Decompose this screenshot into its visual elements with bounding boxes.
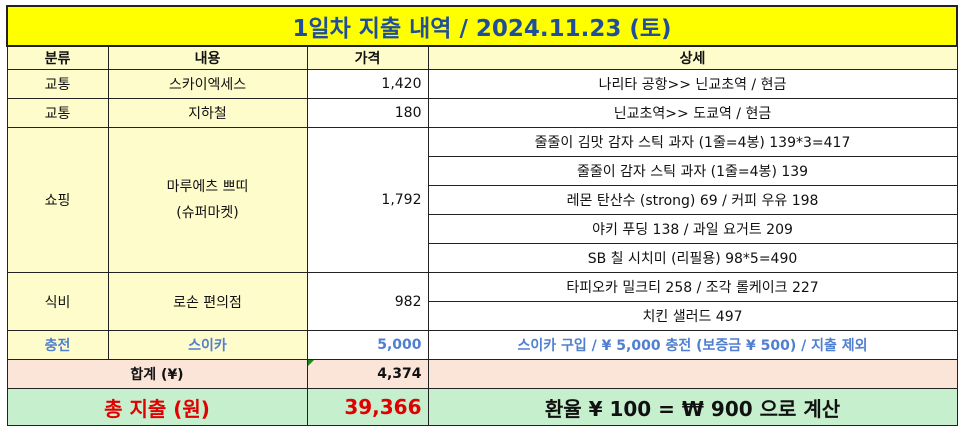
table-row: 식비 로손 편의점 982 타피오카 밀크티 258 / 조각 롤케이크 227 (6, 272, 958, 331)
expense-table: 1일차 지출 내역 / 2024.11.23 (토) 분류 내용 가격 상세 교… (5, 5, 959, 426)
sheet-title[interactable]: 1일차 지출 내역 / 2024.11.23 (토) (5, 5, 959, 47)
sum-value[interactable]: 4,374 (306, 359, 429, 389)
cell-category[interactable]: 교통 (6, 98, 109, 128)
cell-content[interactable]: 로손 편의점 (107, 272, 308, 331)
header-category[interactable]: 분류 (6, 45, 109, 70)
cell-detail[interactable]: 스이카 구입 / ¥ 5,000 충전 (보증금 ¥ 500) / 지출 제외 (427, 330, 958, 360)
header-row: 분류 내용 가격 상세 (6, 45, 958, 70)
table-row: 치킨 샐러드 497 (7, 301, 958, 331)
cell-detail[interactable]: SB 칠 시치미 (리필용) 98*5=490 (427, 243, 958, 273)
exchange-rate-note[interactable]: 환율 ¥ 100 = ₩ 900 으로 계산 (427, 388, 958, 426)
cell-price[interactable]: 982 (306, 272, 429, 331)
table-row: 교통 스카이엑세스 1,420 나리타 공항>> 닌교초역 / 현금 (6, 69, 958, 99)
cell-category[interactable]: 쇼핑 (6, 127, 109, 273)
cell-price[interactable]: 180 (306, 98, 429, 128)
cell-detail[interactable]: 줄줄이 김맛 감자 스틱 과자 (1줄=4봉) 139*3=417 (427, 127, 958, 157)
content-line: (슈퍼마켓) (176, 205, 239, 221)
cell-price[interactable]: 5,000 (306, 330, 429, 360)
cell-detail[interactable]: 야키 푸딩 138 / 과일 요거트 209 (427, 214, 958, 244)
cell-price[interactable]: 1,420 (306, 69, 429, 99)
table-row: 충전 스이카 5,000 스이카 구입 / ¥ 5,000 충전 (보증금 ¥ … (6, 330, 958, 360)
table-row: SB 칠 시치미 (리필용) 98*5=490 (7, 243, 958, 273)
title-row: 1일차 지출 내역 / 2024.11.23 (토) (5, 5, 959, 47)
sum-empty-cell[interactable] (427, 359, 958, 389)
table-row: 레몬 탄산수 (strong) 69 / 커피 우유 198 (7, 185, 958, 215)
cell-detail[interactable]: 치킨 샐러드 497 (427, 301, 958, 331)
total-value[interactable]: 39,366 (306, 388, 429, 426)
table-row: 쇼핑 마루에츠 쁘띠 (슈퍼마켓) 1,792 줄줄이 김맛 감자 스틱 과자 … (6, 127, 958, 273)
header-price[interactable]: 가격 (306, 45, 429, 70)
cell-content[interactable]: 스카이엑세스 (107, 69, 308, 99)
cell-category[interactable]: 교통 (6, 69, 109, 99)
total-label[interactable]: 총 지출 (원) (6, 388, 308, 426)
cell-content[interactable]: 지하철 (107, 98, 308, 128)
header-content[interactable]: 내용 (107, 45, 308, 70)
cell-content[interactable]: 마루에츠 쁘띠 (슈퍼마켓) (107, 127, 308, 273)
sum-row: 합계 (¥) 4,374 (6, 359, 958, 389)
total-row: 총 지출 (원) 39,366 환율 ¥ 100 = ₩ 900 으로 계산 (6, 388, 958, 426)
header-detail[interactable]: 상세 (427, 45, 958, 70)
sum-label[interactable]: 합계 (¥) (6, 359, 308, 389)
cell-price[interactable]: 1,792 (306, 127, 429, 273)
cell-detail[interactable]: 닌교초역>> 도쿄역 / 현금 (427, 98, 958, 128)
cell-detail[interactable]: 타피오카 밀크티 258 / 조각 롤케이크 227 (427, 272, 958, 302)
table-row: 줄줄이 감자 스틱 과자 (1줄=4봉) 139 (7, 156, 958, 186)
cell-category[interactable]: 충전 (6, 330, 109, 360)
cell-detail[interactable]: 레몬 탄산수 (strong) 69 / 커피 우유 198 (427, 185, 958, 215)
table-row: 교통 지하철 180 닌교초역>> 도쿄역 / 현금 (6, 98, 958, 128)
content-line: 마루에츠 쁘띠 (166, 179, 249, 195)
cell-category[interactable]: 식비 (6, 272, 109, 331)
cell-detail[interactable]: 나리타 공항>> 닌교초역 / 현금 (427, 69, 958, 99)
cell-content[interactable]: 스이카 (107, 330, 308, 360)
cell-detail[interactable]: 줄줄이 감자 스틱 과자 (1줄=4봉) 139 (427, 156, 958, 186)
